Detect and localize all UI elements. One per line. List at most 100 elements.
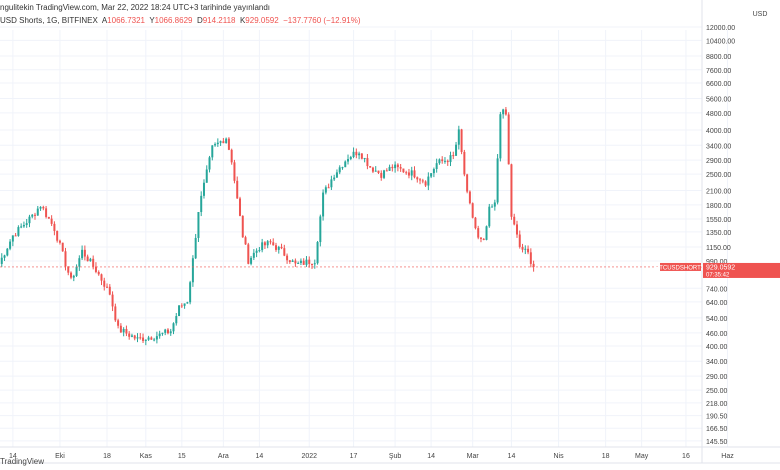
candle-body bbox=[180, 305, 183, 307]
candle bbox=[22, 221, 25, 228]
candle-body bbox=[446, 160, 449, 163]
candle-body bbox=[383, 170, 386, 178]
candle-body bbox=[305, 259, 308, 265]
candle bbox=[255, 248, 258, 258]
y-tick-label: 740.00 bbox=[706, 286, 728, 293]
candle-body bbox=[166, 329, 169, 334]
candle bbox=[153, 337, 156, 342]
candle-body bbox=[419, 179, 422, 181]
x-tick-label: Mar bbox=[467, 453, 480, 460]
candle bbox=[305, 256, 308, 267]
candle-body bbox=[205, 169, 208, 183]
candle-body bbox=[363, 157, 366, 159]
candle bbox=[330, 175, 333, 190]
candle bbox=[53, 221, 56, 236]
candle bbox=[191, 255, 194, 287]
candle bbox=[446, 159, 449, 166]
candle-body bbox=[72, 275, 75, 278]
candle-body bbox=[83, 249, 86, 257]
candle bbox=[407, 168, 410, 179]
candle bbox=[119, 323, 122, 333]
y-tick-label: 290.00 bbox=[706, 374, 728, 381]
candle-body bbox=[47, 216, 50, 219]
candle-body bbox=[53, 223, 56, 231]
candle bbox=[322, 189, 325, 221]
symbol-name[interactable]: USD Shorts, 1G, BITFINEX bbox=[0, 16, 98, 25]
x-tick-label: 18 bbox=[602, 453, 610, 460]
y-tick-label: 8800.00 bbox=[706, 54, 731, 61]
candle bbox=[371, 166, 374, 174]
y-tick-label: 10400.00 bbox=[706, 38, 735, 45]
candle bbox=[369, 166, 372, 168]
x-tick-label: 17 bbox=[350, 453, 358, 460]
candle bbox=[117, 318, 120, 329]
y-tick-label: 540.00 bbox=[706, 316, 728, 323]
candle bbox=[189, 280, 192, 305]
candle-body bbox=[153, 339, 156, 341]
candle-body bbox=[136, 337, 139, 339]
candle bbox=[405, 170, 408, 175]
candle-body bbox=[532, 263, 535, 267]
y-tick-label: 4000.00 bbox=[706, 128, 731, 135]
candle-body bbox=[455, 144, 458, 156]
candle-body bbox=[360, 153, 363, 159]
axis-currency-box[interactable] bbox=[714, 0, 780, 22]
candle-body bbox=[97, 271, 100, 275]
candle-body bbox=[502, 109, 505, 115]
candle bbox=[311, 263, 314, 269]
candle-body bbox=[214, 144, 217, 146]
candle bbox=[197, 212, 200, 243]
candle bbox=[324, 185, 327, 195]
y-tick-label: 400.00 bbox=[706, 344, 728, 351]
candle-body bbox=[114, 306, 117, 321]
candle-body bbox=[316, 242, 319, 264]
candle bbox=[283, 244, 286, 257]
candle bbox=[222, 137, 225, 144]
candle bbox=[377, 170, 380, 175]
candle bbox=[299, 258, 302, 266]
candle-body bbox=[280, 246, 283, 249]
candle bbox=[108, 284, 111, 296]
candle bbox=[374, 166, 377, 172]
candle-body bbox=[338, 167, 341, 173]
candle-body bbox=[128, 333, 131, 337]
candle-body bbox=[94, 266, 97, 272]
candle bbox=[341, 166, 344, 170]
candle-body bbox=[89, 258, 92, 262]
x-tick-label: 14 bbox=[255, 453, 263, 460]
candle-body bbox=[477, 228, 480, 238]
candle-body bbox=[34, 214, 37, 216]
candle bbox=[449, 151, 452, 167]
candle bbox=[524, 245, 527, 255]
candle bbox=[100, 273, 103, 286]
candle bbox=[128, 331, 131, 340]
candle bbox=[169, 328, 172, 336]
y-tick-label: 12000.00 bbox=[706, 25, 735, 32]
candle-body bbox=[252, 252, 255, 258]
candle-body bbox=[299, 260, 302, 263]
candle bbox=[302, 258, 305, 265]
close-label: K bbox=[239, 16, 246, 25]
candle-body bbox=[507, 114, 510, 165]
candle bbox=[78, 255, 81, 271]
x-tick-label: 14 bbox=[508, 453, 516, 460]
axis-currency[interactable]: USD bbox=[753, 11, 768, 18]
open-label: A bbox=[101, 16, 108, 25]
candle bbox=[441, 156, 444, 164]
candle-body bbox=[17, 227, 20, 236]
candle-body bbox=[407, 172, 410, 176]
candle bbox=[513, 213, 516, 226]
high-label: Y bbox=[149, 16, 155, 25]
candle bbox=[347, 154, 350, 165]
candle bbox=[419, 177, 422, 185]
candle bbox=[75, 264, 78, 277]
candle-body bbox=[396, 164, 399, 168]
candle bbox=[111, 291, 114, 312]
candle-body bbox=[430, 173, 433, 177]
candle-body bbox=[327, 187, 330, 189]
candle bbox=[358, 151, 361, 160]
candle bbox=[360, 153, 363, 160]
candle bbox=[452, 151, 455, 160]
candle-body bbox=[424, 181, 427, 186]
